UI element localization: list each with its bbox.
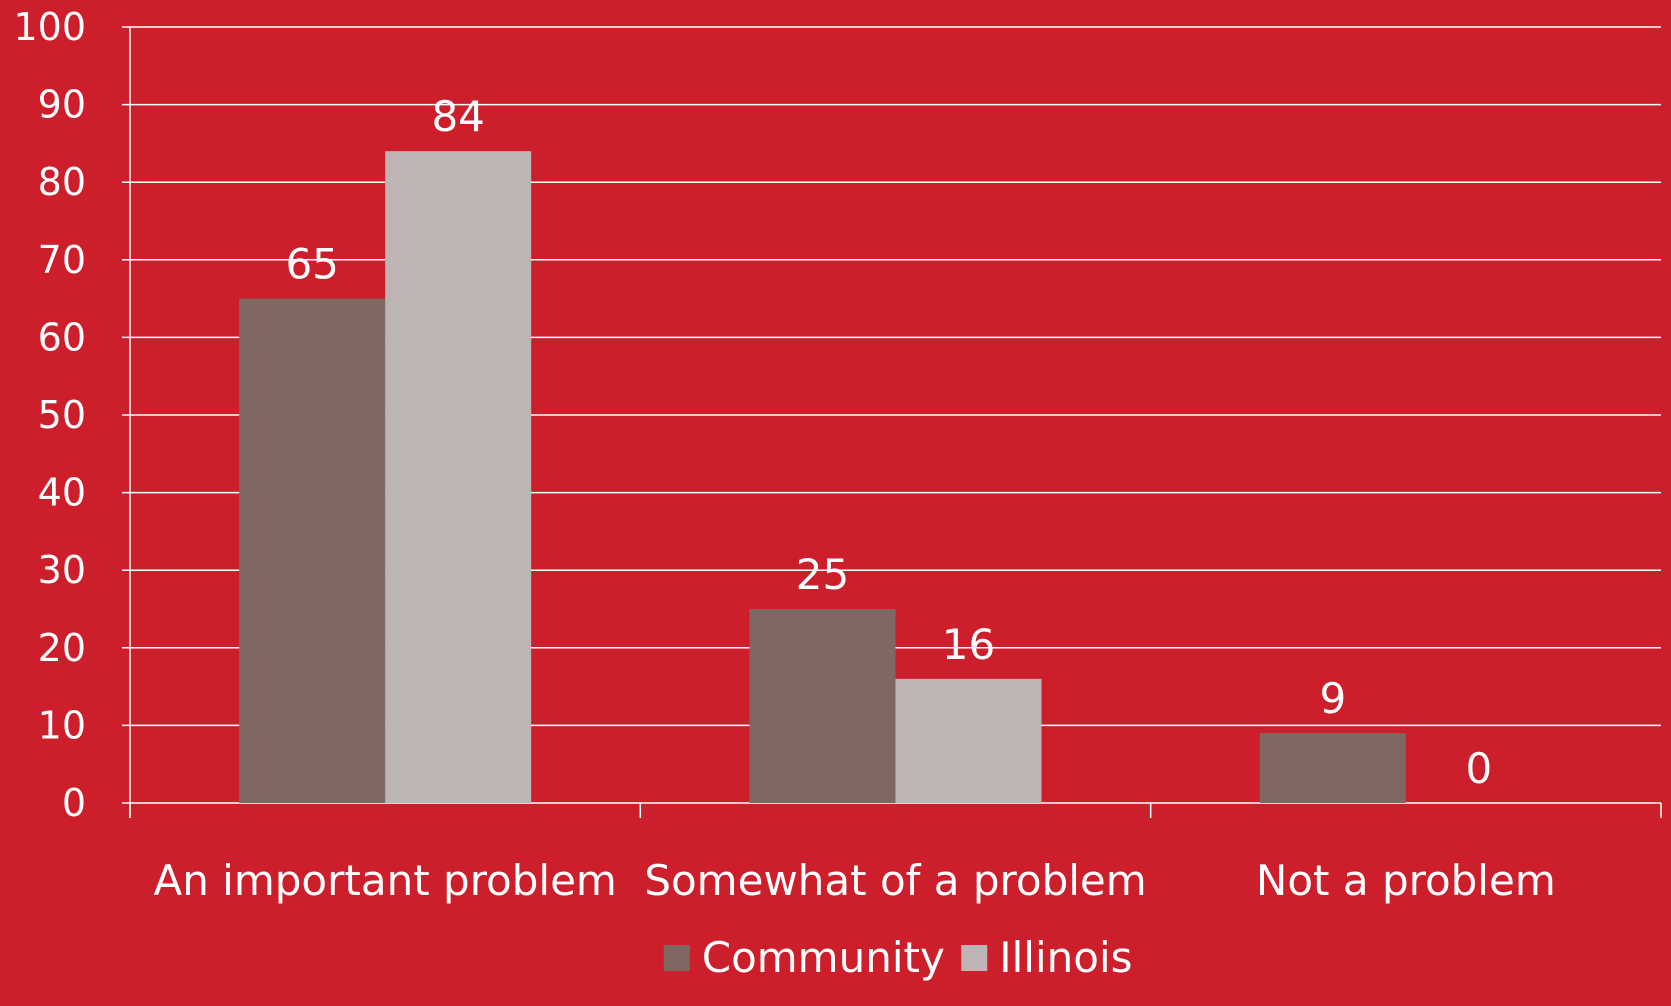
data-label-community-2: 9 xyxy=(1319,674,1346,723)
y-tick-label-80: 80 xyxy=(38,160,86,204)
legend-swatch-illinois xyxy=(961,945,988,971)
bars xyxy=(239,151,1406,803)
bar-community-0 xyxy=(239,298,386,803)
x-category-label: Somewhat of a problem xyxy=(644,856,1146,905)
legend-swatch-community xyxy=(663,945,690,971)
y-tick-label-90: 90 xyxy=(38,83,86,127)
y-tick-label-40: 40 xyxy=(38,471,86,515)
y-tick-label-60: 60 xyxy=(38,315,86,359)
data-label-community-1: 25 xyxy=(796,550,849,599)
bar-illinois-1 xyxy=(895,678,1042,803)
data-label-community-0: 65 xyxy=(285,240,338,289)
x-category-label: An important problem xyxy=(153,856,616,905)
legend-label-community: Community xyxy=(702,933,945,982)
y-tick-label-20: 20 xyxy=(38,626,86,670)
data-label-illinois-2: 0 xyxy=(1465,744,1492,793)
legend-label-illinois: Illinois xyxy=(999,933,1132,982)
y-tick-label-50: 50 xyxy=(38,393,86,437)
bar-community-2 xyxy=(1259,733,1406,803)
y-tick-label-70: 70 xyxy=(38,238,86,282)
x-category-label: Not a problem xyxy=(1256,856,1556,905)
y-tick-label-10: 10 xyxy=(38,703,86,747)
bar-community-1 xyxy=(749,609,896,803)
y-tick-label-100: 100 xyxy=(13,5,86,49)
data-label-illinois-0: 84 xyxy=(431,92,484,141)
legend: Community Illinois xyxy=(663,933,1133,982)
bar-illinois-0 xyxy=(385,151,532,803)
y-tick-label-0: 0 xyxy=(62,781,86,825)
data-label-illinois-1: 16 xyxy=(942,620,995,669)
data-labels: 65 84 25 16 9 0 xyxy=(285,92,1492,793)
y-tick-label-30: 30 xyxy=(38,548,86,592)
